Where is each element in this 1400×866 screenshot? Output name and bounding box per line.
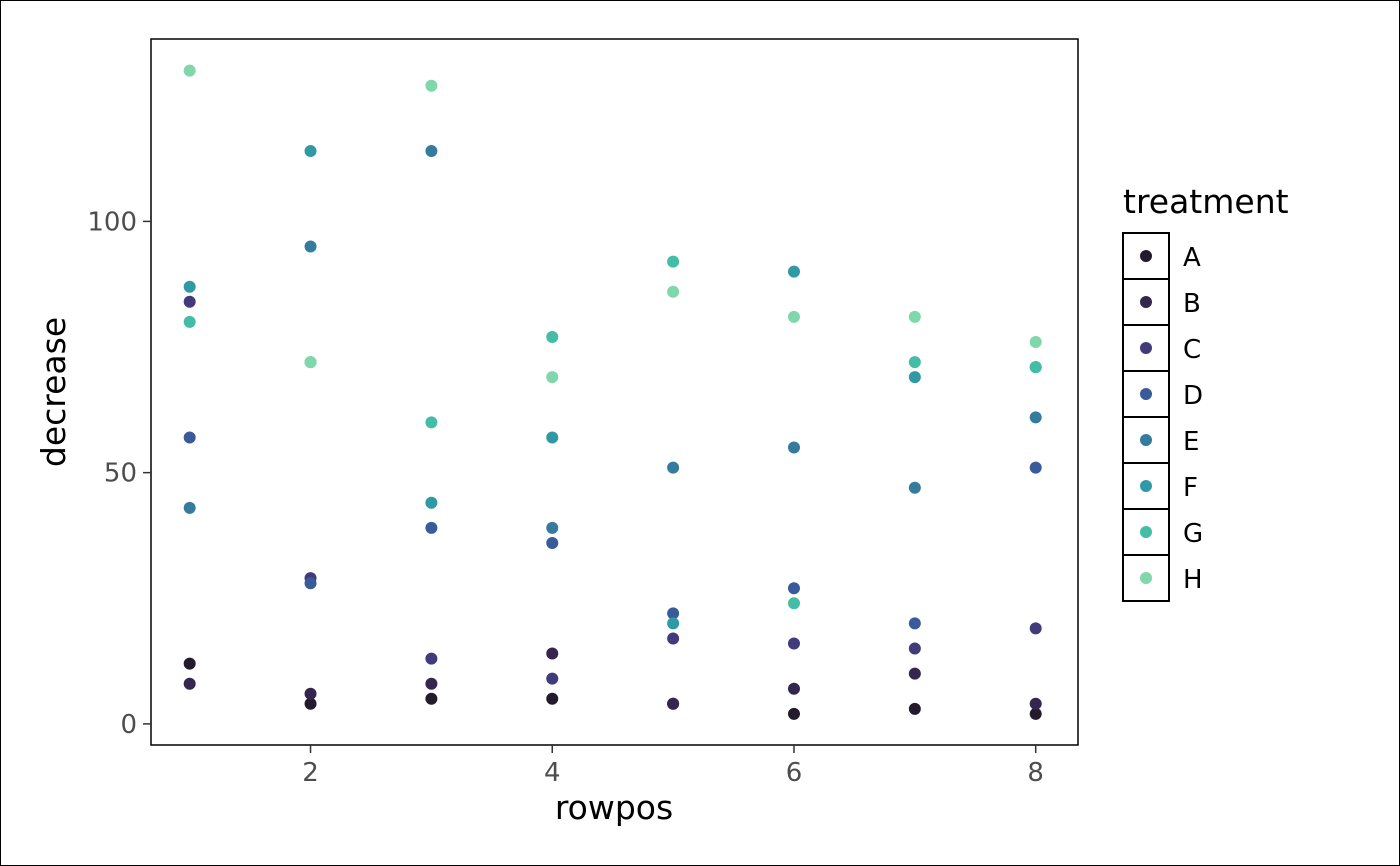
legend-label: B [1183,289,1201,319]
data-point-g [425,416,438,429]
data-point-b [908,667,921,680]
data-point-f [546,431,559,444]
data-point-d [183,431,196,444]
data-point-d [304,577,317,590]
data-point-f [787,265,800,278]
data-point-d [1029,461,1042,474]
legend-key-box [1122,508,1170,556]
data-point-h [183,64,196,77]
data-point-c [183,295,196,308]
data-point-a [425,692,438,705]
legend-key-point [1140,296,1152,308]
data-point-g [1029,361,1042,374]
data-point-g [667,255,680,268]
data-point-a [787,707,800,720]
legend-label: A [1183,243,1201,273]
data-point-b [304,687,317,700]
data-point-e [1029,411,1042,424]
data-point-c [425,652,438,665]
data-points [183,64,1042,720]
data-point-f [667,617,680,630]
data-point-h [425,79,438,92]
x-tick-label: 8 [1027,758,1044,788]
data-point-g [787,597,800,610]
data-point-e [546,521,559,534]
data-point-h [787,310,800,323]
data-point-c [667,632,680,645]
y-axis-title: decrease [34,317,73,467]
data-point-h [546,371,559,384]
legend-title: treatment [1123,182,1289,221]
legend-label: D [1183,381,1203,411]
data-point-b [787,682,800,695]
data-point-d [667,607,680,620]
y-axis: 0 50 100 [87,207,151,740]
legend-label: E [1183,427,1199,457]
legend-key-point [1140,250,1152,262]
legend-key-point [1140,434,1152,446]
y-tick-label: 0 [120,710,137,740]
x-tick-label: 6 [786,758,803,788]
data-point-d [425,521,438,534]
data-point-f [183,280,196,293]
data-point-h [304,356,317,369]
legend-key-point [1140,526,1152,538]
data-point-b [546,647,559,660]
data-point-c [1029,622,1042,635]
data-point-e [304,240,317,253]
legend-label: F [1183,473,1198,503]
data-point-f [304,145,317,158]
x-tick-label: 4 [544,758,561,788]
x-tick-label: 2 [302,758,319,788]
data-point-e [908,481,921,494]
data-point-b [1029,697,1042,710]
data-point-e [667,461,680,474]
data-point-a [908,702,921,715]
legend-label: H [1183,565,1203,595]
data-point-h [1029,336,1042,349]
data-point-c [787,637,800,650]
data-point-f [908,371,921,384]
data-point-a [183,657,196,670]
data-point-e [787,441,800,454]
data-point-e [183,501,196,514]
data-point-g [908,356,921,369]
data-point-d [908,617,921,630]
data-point-c [546,672,559,685]
x-axis-title: rowpos [555,788,673,827]
data-point-b [183,677,196,690]
data-point-h [667,285,680,298]
data-point-g [183,315,196,328]
data-point-a [546,692,559,705]
plot-panel [150,38,1079,746]
legend-key-point [1140,342,1152,354]
data-point-a [304,697,317,710]
legend-key-point [1140,388,1152,400]
legend-label: G [1183,519,1203,549]
data-point-b [667,697,680,710]
y-tick-label: 50 [104,459,137,489]
data-point-g [546,330,559,343]
data-point-d [546,536,559,549]
y-tick-label: 100 [87,207,137,237]
data-point-e [425,145,438,158]
data-point-a [1029,707,1042,720]
legend-key-point [1140,572,1152,584]
legend-key-point [1140,480,1152,492]
data-point-c [908,642,921,655]
x-axis: 2 4 6 8 [302,745,1044,788]
data-point-f [425,496,438,509]
legend-label: C [1183,335,1201,365]
data-point-b [425,677,438,690]
data-point-d [787,582,800,595]
data-point-h [908,310,921,323]
